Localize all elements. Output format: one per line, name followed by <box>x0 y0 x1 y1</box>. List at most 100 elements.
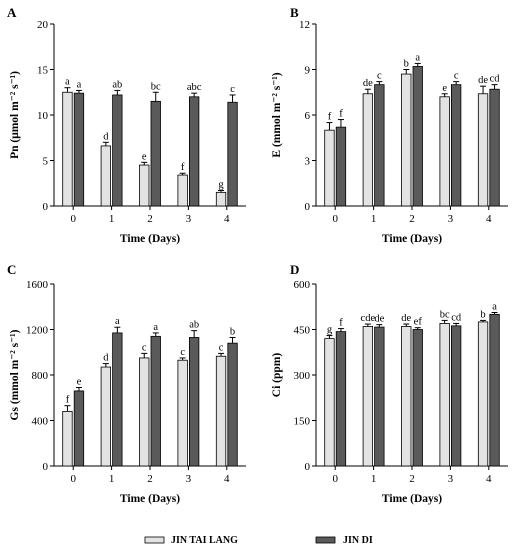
bar <box>412 66 423 207</box>
significance-label: bc <box>440 309 450 320</box>
panel-letter: A <box>7 5 17 20</box>
significance-label: ab <box>112 79 122 90</box>
y-tick-label: 0 <box>305 461 311 473</box>
y-tick-label: 400 <box>32 416 49 428</box>
significance-label: c <box>454 71 459 82</box>
x-tick-label: 3 <box>448 473 454 485</box>
significance-label: c <box>142 342 147 353</box>
bar <box>450 84 462 207</box>
panel-letter: D <box>290 262 299 277</box>
bar <box>62 91 73 207</box>
significance-label: b <box>480 309 485 320</box>
significance-label: f <box>328 112 332 123</box>
x-axis-title: Time (Days) <box>120 493 180 505</box>
y-axis-title: Ci (ppm) <box>271 353 283 398</box>
significance-label: cd <box>451 312 462 323</box>
significance-label: e <box>142 151 147 162</box>
significance-label: g <box>218 180 224 191</box>
y-tick-label: 300 <box>294 370 311 382</box>
bar <box>73 92 85 207</box>
legend-label: JIN DI <box>343 535 373 546</box>
legend: JIN TAI LANG JIN DI <box>144 535 373 546</box>
bar <box>412 329 423 467</box>
x-tick-label: 4 <box>224 213 230 225</box>
x-tick-label: 0 <box>70 473 76 485</box>
y-tick-label: 3 <box>305 156 311 168</box>
significance-label: a <box>115 316 120 327</box>
significance-label: c <box>180 347 185 358</box>
significance-label: ab <box>189 320 199 331</box>
x-tick-label: 4 <box>224 473 230 485</box>
x-tick-label: 2 <box>147 473 153 485</box>
y-tick-label: 20 <box>37 19 49 31</box>
bar <box>362 326 374 467</box>
bar <box>188 96 200 207</box>
significance-label: e <box>442 83 447 94</box>
x-tick-label: 3 <box>448 213 454 225</box>
significance-label: a <box>77 79 82 90</box>
significance-label: b <box>404 59 409 70</box>
y-axis-title: E (mmol m⁻² s⁻¹) <box>271 72 283 157</box>
bar <box>477 321 489 467</box>
x-tick-label: 2 <box>409 213 415 225</box>
y-tick-label: 150 <box>294 416 311 428</box>
significance-label: c <box>219 342 224 353</box>
bar <box>215 191 227 207</box>
significance-label: de <box>374 314 384 325</box>
y-tick-label: 800 <box>32 370 49 382</box>
y-tick-label: 1200 <box>26 325 49 337</box>
bar <box>439 323 450 467</box>
bar <box>100 145 111 207</box>
y-tick-label: 0 <box>305 201 311 213</box>
significance-label: e <box>77 377 82 388</box>
significance-label: c <box>230 84 235 95</box>
y-tick-label: 9 <box>305 65 311 77</box>
significance-label: f <box>339 109 343 120</box>
significance-label: a <box>492 302 497 313</box>
y-tick-label: 15 <box>37 65 49 77</box>
y-tick-label: 5 <box>43 156 49 168</box>
chart-panel-d: D 0 150 300 450 600 0 1 2 3 4 Time (Days) Ci (ppm) g c… <box>271 262 508 505</box>
bar <box>401 73 412 207</box>
bar <box>177 359 188 467</box>
bar <box>100 366 111 467</box>
significance-label: d <box>103 353 109 364</box>
significance-label: cd <box>490 74 501 85</box>
x-axis-title: Time (Days) <box>382 493 442 505</box>
bar <box>112 332 123 467</box>
x-tick-label: 1 <box>109 473 115 485</box>
panel-letter: B <box>290 5 299 20</box>
bar <box>374 326 385 467</box>
x-tick-label: 2 <box>409 473 415 485</box>
bar <box>489 88 500 207</box>
x-axis-title: Time (Days) <box>382 233 442 245</box>
bar <box>227 101 238 207</box>
chart-panel-a: A 0 5 10 15 20 0 1 2 3 4 Time (Days) Pn (μmol m⁻² s⁻… <box>7 5 246 245</box>
y-tick-label: 12 <box>299 19 310 31</box>
y-tick-label: 1600 <box>26 279 49 291</box>
significance-label: de <box>401 313 411 324</box>
bar <box>362 93 374 207</box>
significance-label: c <box>377 71 382 82</box>
y-tick-label: 0 <box>43 461 49 473</box>
bar <box>215 355 227 467</box>
x-tick-label: 2 <box>147 213 153 225</box>
significance-label: cde <box>361 313 376 324</box>
y-tick-label: 0 <box>43 201 49 213</box>
bar <box>188 337 200 467</box>
significance-label: ef <box>414 317 423 328</box>
bar <box>489 313 500 467</box>
bar <box>62 410 73 467</box>
significance-label: f <box>339 318 343 329</box>
y-axis-title: Gs (mmol m⁻² s⁻¹) <box>9 329 21 420</box>
legend-label: JIN TAI LANG <box>171 535 238 546</box>
panel-letter: C <box>7 262 16 277</box>
significance-label: b <box>230 326 235 337</box>
significance-label: de <box>478 75 488 86</box>
x-tick-label: 3 <box>186 473 192 485</box>
significance-label: abc <box>187 82 202 93</box>
y-axis-title: Pn (μmol m⁻² s⁻¹) <box>9 71 21 159</box>
